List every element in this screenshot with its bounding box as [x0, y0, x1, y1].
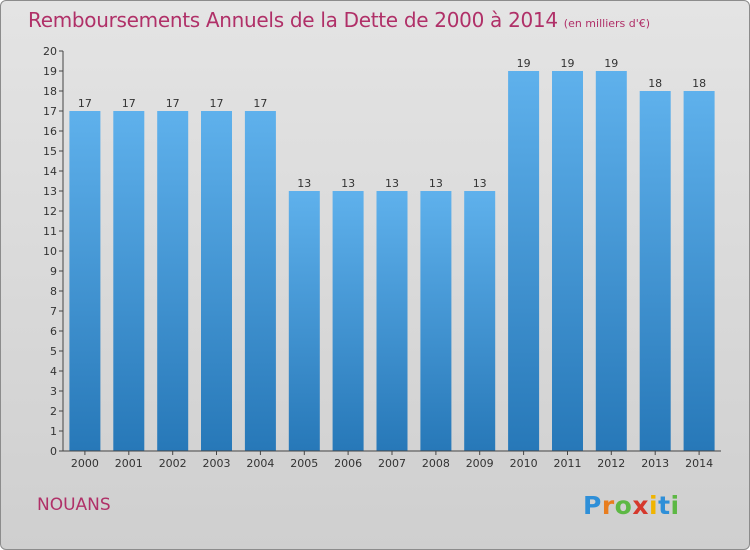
y-tick-label-20: 20 [43, 45, 57, 58]
bar-2002 [157, 111, 189, 451]
x-tick-label-2009: 2009 [466, 457, 494, 470]
value-label-2007: 13 [385, 177, 399, 190]
x-axis: 2000 2001 2002 2003 2004 2005 2006 2007 2008 2009… [63, 450, 721, 470]
y-tick-label-13: 13 [43, 185, 57, 198]
chart-title: Remboursements Annuels de la Dette de 20… [28, 8, 650, 32]
bar-2003 [201, 111, 232, 451]
x-tick-label-2000: 2000 [71, 457, 99, 470]
logo-letter-4: i [649, 491, 659, 520]
commune-name: NOUANS [37, 495, 111, 515]
bar-2013 [639, 91, 671, 451]
x-tick-label-2005: 2005 [290, 457, 318, 470]
bar-2009 [464, 191, 496, 451]
bar-2007 [376, 191, 408, 451]
logo-letter-2: o [614, 491, 633, 520]
bar-2001 [113, 111, 145, 451]
chart-unit-note: (en milliers d'€) [563, 17, 651, 30]
y-tick-label-18: 18 [43, 85, 57, 98]
value-label-2010: 19 [517, 57, 531, 70]
y-tick-label-5: 5 [50, 345, 57, 358]
bar-2010 [508, 71, 540, 451]
proxiti-logo: Proxiti [583, 491, 680, 520]
y-tick-label-16: 16 [43, 125, 57, 138]
value-label-2012: 19 [604, 57, 618, 70]
bar-2006 [332, 191, 364, 451]
bar-2004 [244, 111, 276, 451]
logo-letter-1: r [601, 491, 615, 520]
x-tick-label-2014: 2014 [685, 457, 713, 470]
chart-title-text: Remboursements Annuels de la Dette de 20… [28, 8, 558, 32]
y-tick-label-8: 8 [50, 285, 57, 298]
y-tick-label-2: 2 [50, 405, 57, 418]
x-tick-label-2010: 2010 [510, 457, 538, 470]
value-label-2001: 17 [122, 97, 136, 110]
y-tick-label-9: 9 [50, 265, 57, 278]
y-tick-label-15: 15 [43, 145, 57, 158]
value-label-2002: 17 [166, 97, 180, 110]
bars-group [69, 71, 715, 451]
y-tick-label-7: 7 [50, 305, 57, 318]
y-tick-label-6: 6 [50, 325, 57, 338]
logo-letter-6: i [670, 491, 680, 520]
value-label-2009: 13 [473, 177, 487, 190]
logo-letter-0: P [583, 491, 602, 520]
value-labels-group: 17 17 17 17 17 13 13 13 13 13 19 19 19 18 18 [78, 57, 706, 190]
value-label-2003: 17 [210, 97, 224, 110]
y-tick-label-11: 11 [43, 225, 57, 238]
bar-2011 [552, 71, 583, 451]
value-label-2005: 13 [297, 177, 311, 190]
x-tick-label-2008: 2008 [422, 457, 450, 470]
x-tick-label-2004: 2004 [246, 457, 274, 470]
y-tick-label-19: 19 [43, 65, 57, 78]
x-tick-label-2003: 2003 [203, 457, 231, 470]
value-label-2008: 13 [429, 177, 443, 190]
y-tick-label-10: 10 [43, 245, 57, 258]
x-tick-label-2002: 2002 [159, 457, 187, 470]
y-tick-label-0: 0 [50, 445, 57, 458]
x-tick-label-2001: 2001 [115, 457, 143, 470]
bar-2014 [683, 91, 715, 451]
value-label-2013: 18 [648, 77, 662, 90]
y-tick-label-17: 17 [43, 105, 57, 118]
value-label-2000: 17 [78, 97, 92, 110]
value-label-2006: 13 [341, 177, 355, 190]
y-tick-label-12: 12 [43, 205, 57, 218]
y-tick-label-4: 4 [50, 365, 57, 378]
x-tick-label-2011: 2011 [554, 457, 582, 470]
x-tick-label-2006: 2006 [334, 457, 362, 470]
value-label-2004: 17 [253, 97, 267, 110]
bar-2000 [69, 111, 101, 451]
logo-letter-5: t [658, 491, 671, 520]
value-label-2014: 18 [692, 77, 706, 90]
logo-letter-3: x [632, 491, 649, 520]
x-tick-label-2013: 2013 [641, 457, 669, 470]
y-tick-label-1: 1 [50, 425, 57, 438]
bar-2012 [595, 71, 627, 451]
x-tick-label-2012: 2012 [597, 457, 625, 470]
value-label-2011: 19 [561, 57, 575, 70]
y-tick-label-3: 3 [50, 385, 57, 398]
bar-2005 [288, 191, 320, 451]
x-tick-label-2007: 2007 [378, 457, 406, 470]
y-tick-label-14: 14 [43, 165, 57, 178]
bar-2008 [420, 191, 452, 451]
